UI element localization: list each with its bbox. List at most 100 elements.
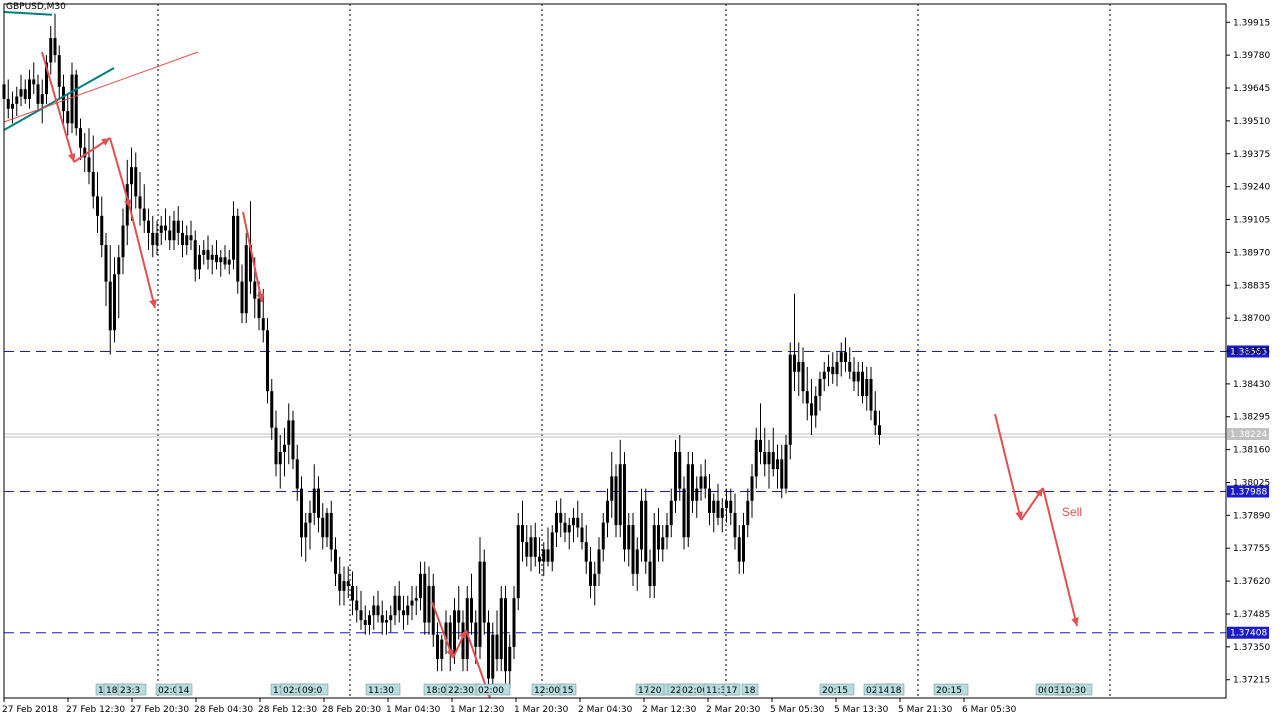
candle-body <box>584 542 588 562</box>
candle-body <box>797 361 801 372</box>
annotation-arrows <box>41 51 1079 699</box>
candle-body <box>406 605 410 616</box>
candle-body <box>376 605 380 616</box>
candle-body <box>19 89 23 97</box>
candle-body <box>716 500 720 518</box>
candle-body <box>478 561 482 647</box>
candle-body <box>253 281 257 299</box>
candle-body <box>873 410 877 426</box>
candle-body <box>593 573 597 586</box>
level-price-tag <box>1227 485 1269 498</box>
candle-body <box>563 522 567 533</box>
trendline-channel-lower <box>3 67 115 131</box>
candle-body <box>729 500 733 513</box>
session-tag <box>299 683 329 696</box>
candle-body <box>193 240 197 270</box>
arrow-sell-head <box>1071 617 1079 626</box>
candle-body <box>848 361 852 372</box>
candle-body <box>831 366 835 375</box>
price-tick-label: 1.37755 <box>1233 544 1270 554</box>
candle-body <box>351 585 354 601</box>
candle-body <box>678 452 682 489</box>
candle-body <box>291 420 295 460</box>
candle-body <box>342 581 346 591</box>
candle-body <box>393 595 397 616</box>
candle-body <box>244 245 248 314</box>
candle-body <box>36 84 40 104</box>
session-tag-label: 23:3 <box>120 686 140 696</box>
session-tag-label: 15 <box>562 686 573 696</box>
axes: 1.39915 1.39780 1.39645 1.39510 1.39375 1.392… <box>2 3 1270 715</box>
session-tag-label: 14 <box>878 686 890 696</box>
session-tag <box>723 683 741 696</box>
price-tick-label: 1.38295 <box>1233 413 1270 423</box>
candle-body <box>164 225 167 231</box>
candle-body <box>512 598 516 647</box>
candle-body <box>210 254 214 260</box>
time-axis-label: 5 Mar 13:30 <box>834 705 889 715</box>
arrow-down-7 <box>994 413 1022 521</box>
candle-body <box>215 254 218 263</box>
price-tick-label: 1.38700 <box>1233 314 1270 324</box>
candle-body <box>249 245 252 282</box>
candle-body <box>597 549 601 574</box>
candle-body <box>822 371 826 380</box>
candle-body <box>614 476 618 526</box>
candle-body <box>380 615 384 623</box>
price-tick-label: 1.37890 <box>1233 511 1270 521</box>
candle-body <box>257 298 261 319</box>
session-tag <box>819 683 855 696</box>
symbol-label: GBPUSD,M30 <box>6 2 66 12</box>
trendline-red <box>3 51 199 123</box>
candle-body <box>185 235 189 246</box>
candle-body <box>648 561 652 586</box>
candle-body <box>580 527 584 543</box>
candle-body <box>695 488 699 501</box>
candle-body <box>283 444 286 453</box>
candle-body <box>219 257 223 263</box>
trendline-channel-upper <box>3 11 53 16</box>
candle-body <box>669 500 673 526</box>
price-tick-label: 1.37215 <box>1233 676 1270 686</box>
session-tag <box>1057 683 1093 696</box>
arrow-up-1-head <box>101 138 110 146</box>
arrow-down-3-head <box>149 299 157 308</box>
candle-body <box>665 525 669 538</box>
candle-body <box>168 230 172 241</box>
session-tag-label: 18:00 <box>426 686 452 696</box>
candle-body <box>699 476 703 489</box>
price-tick-label: 1.39105 <box>1233 216 1270 226</box>
candle-body <box>844 352 847 362</box>
candle-body <box>712 500 716 513</box>
candle-body <box>397 595 401 611</box>
candle-body <box>142 208 146 221</box>
candle-body <box>419 573 422 599</box>
candle-body <box>495 634 499 660</box>
time-axis-label: 2 Mar 20:30 <box>706 705 761 715</box>
arrow-down-1 <box>41 51 75 163</box>
candle-body <box>657 525 660 550</box>
candle-body <box>457 610 461 623</box>
candle-body <box>618 464 622 526</box>
candle-body <box>240 281 244 314</box>
candle-body <box>91 172 95 197</box>
level-price-tag <box>1227 626 1269 639</box>
candle-body <box>11 103 14 109</box>
candle-body <box>427 585 431 623</box>
time-axis-label: 27 Feb 2018 <box>2 705 58 715</box>
time-axis-label: 2 Mar 04:30 <box>578 705 633 715</box>
candle-body <box>66 111 70 124</box>
time-axis-label: 2 Mar 12:30 <box>642 705 697 715</box>
time-axis-label: 1 Mar 12:30 <box>450 705 505 715</box>
candle-body <box>57 55 61 87</box>
candle-body <box>601 522 605 550</box>
arrow-down-5-head <box>446 649 454 658</box>
candle-body <box>368 615 371 625</box>
candle-body <box>278 452 282 465</box>
session-tag-label: 18 <box>890 686 902 696</box>
candle-body <box>134 167 138 197</box>
candle-body <box>550 532 554 562</box>
candles <box>2 13 881 696</box>
candle-body <box>771 452 775 470</box>
candle-body <box>827 366 830 372</box>
